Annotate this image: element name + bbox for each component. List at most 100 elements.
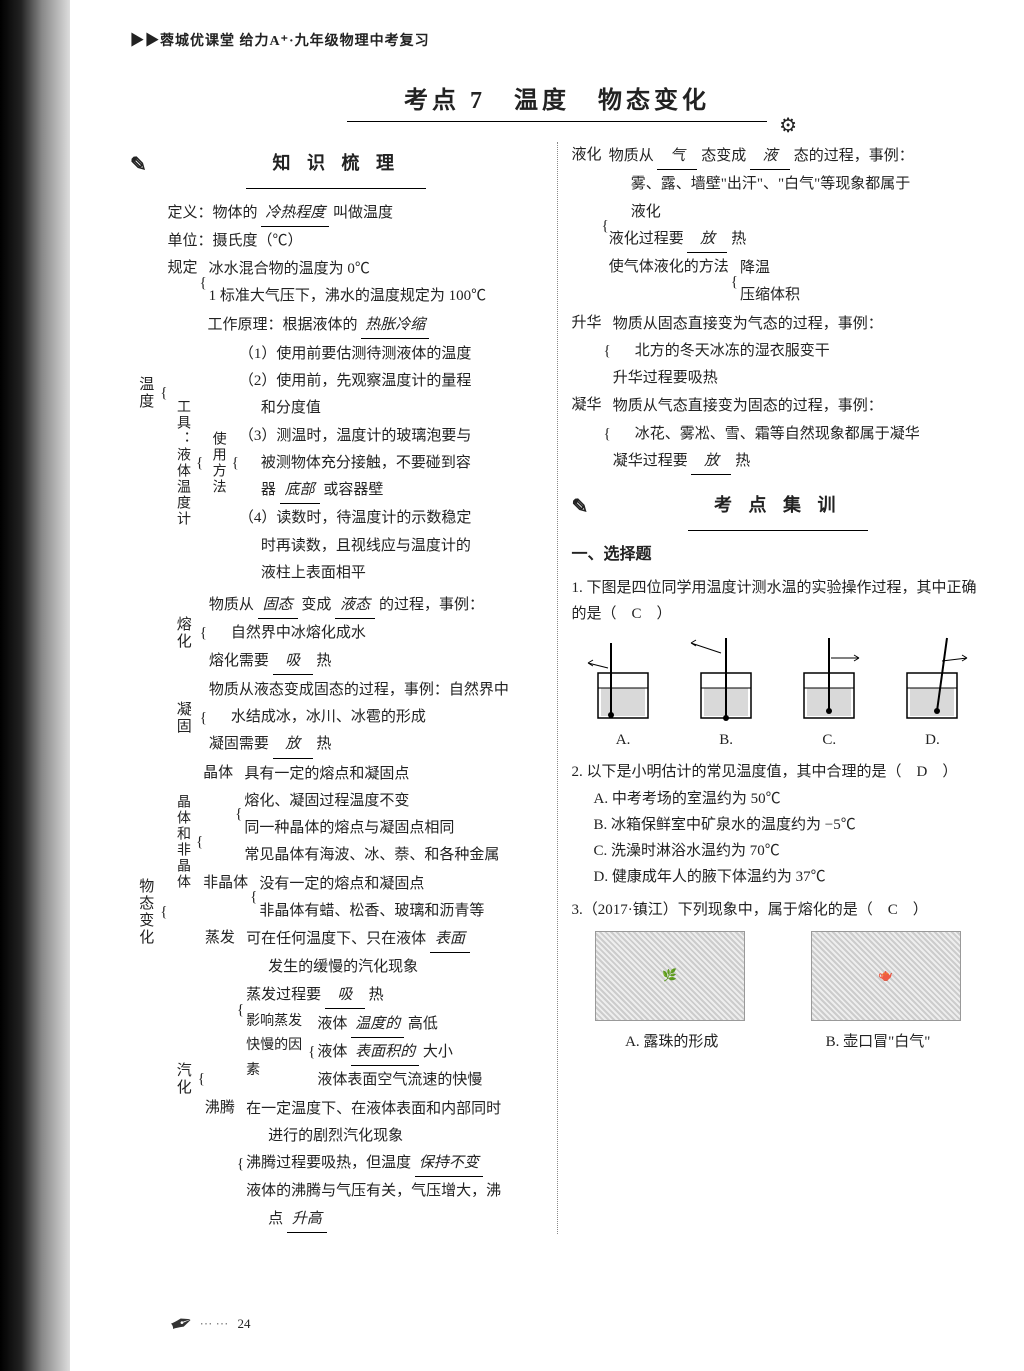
tool-label: 工具：液体温度计 xyxy=(167,340,196,587)
blank-u3c: 底部 xyxy=(280,477,320,504)
lq-l3: 液化 xyxy=(609,199,984,225)
freeze-l3: 凝固需要 放 热 xyxy=(209,731,543,758)
melt-l3: 熔化需要 吸 热 xyxy=(209,648,543,675)
q1-fig-a: A. xyxy=(583,633,663,753)
question-1: 1. 下图是四位同学用温度计测水温的实验操作过程，其中正确的是（ C ） A. xyxy=(572,575,985,754)
c2: 熔化、凝固过程温度不变 xyxy=(244,788,542,814)
c3: 同一种晶体的熔点与凝固点相同 xyxy=(244,815,542,841)
q1-fig-b: B. xyxy=(686,633,766,753)
lq-l2: 雾、露、墙壁"出汗"、"白气"等现象都属于 xyxy=(609,171,984,197)
ev-l1: 可在任何温度下、只在液体 表面 xyxy=(246,926,542,953)
melt-l2: 自然界中冰熔化成水 xyxy=(209,620,543,646)
topic-title: 考点 7 温度 物态变化 xyxy=(130,80,984,115)
bubble-icon: ⚙ xyxy=(779,113,797,138)
right-column: 液化 { 物质从 气 态变成 液 态的过程，事例： 雾、露、墙壁"出汗"、"白气… xyxy=(572,142,985,1234)
ev-l3: 蒸发过程要 吸 热 xyxy=(246,982,542,1009)
c1: 具有一定的熔点和凝固点 xyxy=(244,761,542,787)
q2-b: B. 冰箱保鲜室中矿泉水的温度约为 −5℃ xyxy=(572,812,985,838)
lq-l1: 物质从 气 态变成 液 态的过程，事例： xyxy=(609,143,984,170)
q3-stem: 3.（2017·镇江）下列现象中，属于熔化的是（ C ） xyxy=(572,897,985,923)
left-column: ✎ 知 识 梳 理 温度 { 定义：物体的 冷热程度 叫做温度 单位：摄氏度（℃… xyxy=(130,142,543,1234)
bo-l2: 进行的剧烈汽化现象 xyxy=(246,1123,542,1149)
lq-l5: 使气体液化的方法 xyxy=(609,254,729,310)
dp-l3: 凝华过程要 放 热 xyxy=(613,448,984,475)
label-crystal: 晶体 xyxy=(203,760,233,870)
deposition-tree: 凝华 { 物质从气态直接变为固态的过程，事例： 冰花、雾凇、雪、霜等自然现象都属… xyxy=(572,392,985,476)
two-column-layout: ✎ 知 识 梳 理 温度 { 定义：物体的 冷热程度 叫做温度 单位：摄氏度（℃… xyxy=(130,142,984,1234)
brace-icon: { xyxy=(160,199,167,588)
ev-l2: 发生的缓慢的汽化现象 xyxy=(246,954,542,980)
q3-img-b: 🫖 xyxy=(811,931,961,1021)
page-footer: ✒ ⋯⋯ 24 xyxy=(170,1307,250,1341)
u4b: 时再读数，且视线应与温度计的 xyxy=(239,533,543,559)
label-liq: 液化 xyxy=(572,142,602,310)
dp-l2: 冰花、雾凇、雪、霜等自然现象都属于凝华 xyxy=(613,421,984,447)
ev-factors-label: 影响蒸发快慢的因素 xyxy=(246,1010,306,1095)
u3b: 被测物体充分接触，不要碰到容 xyxy=(239,450,543,476)
question-3: 3.（2017·镇江）下列现象中，属于熔化的是（ C ） 🌿 🫖 A. 露珠的形… xyxy=(572,897,985,1056)
freeze-l1: 物质从液态变成固态的过程，事例：自然界中 xyxy=(209,677,543,703)
q2-c: C. 洗澡时淋浴水温约为 70℃ xyxy=(572,838,985,864)
label-vapor: 汽化 xyxy=(167,925,197,1234)
unit-line: 单位：摄氏度（℃） xyxy=(167,228,542,254)
label-freeze: 凝固 xyxy=(167,676,197,760)
feather-icon: ✒ xyxy=(165,1304,199,1344)
knowledge-header: ✎ 知 识 梳 理 xyxy=(130,148,543,180)
running-head: ▶▶蓉城优课堂 给力A⁺·九年级物理中考复习 xyxy=(130,30,984,50)
evf2: 液体 表面积的 大小 xyxy=(317,1039,542,1066)
q2-d: D. 健康成年人的腋下体温约为 37℃ xyxy=(572,864,985,890)
def-line: 定义：物体的 冷热程度 叫做温度 xyxy=(167,200,542,227)
decor-icon-2: ✎ xyxy=(572,490,595,525)
label-state-change: 物态变化 xyxy=(130,591,160,1234)
q1-stem: 1. 下图是四位同学用温度计测水温的实验操作过程，其中正确的是（ C ） xyxy=(572,575,985,628)
melt-l1: 物质从 固态 变成 液态 的过程，事例： xyxy=(209,592,543,619)
u3a: （3）测温时，温度计的玻璃泡要与 xyxy=(239,423,543,449)
header-underline xyxy=(246,188,426,189)
freeze-l2: 水结成冰，冰川、冰雹的形成 xyxy=(209,704,543,730)
nc1: 没有一定的熔点和凝固点 xyxy=(259,871,542,897)
exercise-header: ✎ 考 点 集 训 xyxy=(572,490,985,522)
lq-m2: 压缩体积 xyxy=(740,282,984,308)
label-crystal-root: 晶体和非晶体 xyxy=(167,760,196,926)
bo-l1: 在一定温度下、在液体表面和内部同时 xyxy=(246,1096,542,1122)
c4: 常见晶体有海波、冰、萘、和各种金属 xyxy=(244,842,542,868)
blank-def: 冷热程度 xyxy=(261,200,329,227)
q1-opt-b: B. xyxy=(686,727,766,753)
knowledge-header-text: 知 识 梳 理 xyxy=(273,153,401,173)
footer-dots: ⋯⋯ xyxy=(199,1316,231,1332)
part-label: 一、选择题 xyxy=(572,541,985,569)
label-melt: 熔化 xyxy=(167,591,197,676)
bo-l5: 点 升高 xyxy=(246,1206,542,1233)
u4c: 液柱上表面相平 xyxy=(239,560,543,586)
title-underline: ⚙ xyxy=(347,121,767,122)
lq-l4: 液化过程要 放 热 xyxy=(609,226,984,253)
q2-stem: 2. 以下是小明估计的常见温度值，其中合理的是（ D ） xyxy=(572,759,985,785)
u1: （1）使用前要估测待测液体的温度 xyxy=(239,341,543,367)
page-number: 24 xyxy=(237,1316,250,1332)
exercise-header-text: 考 点 集 训 xyxy=(714,495,842,515)
book-spine xyxy=(0,0,70,1371)
label-sub: 升华 xyxy=(572,310,602,393)
q1-opt-c: C. xyxy=(789,727,869,753)
sublimation-tree: 升华 { 物质从固态直接变为气态的过程，事例： 北方的冬天冰冻的湿衣服变干 升华… xyxy=(572,310,985,393)
liquefaction-tree: 液化 { 物质从 气 态变成 液 态的过程，事例： 雾、露、墙壁"出汗"、"白气… xyxy=(572,142,985,310)
state-change-tree: 物态变化 { 熔化 { 物质从 固态 变成 液态 的过程，事例： xyxy=(130,591,543,1234)
column-divider xyxy=(557,142,558,1234)
label-dep: 凝华 xyxy=(572,392,602,476)
q1-opt-d: D. xyxy=(892,727,972,753)
bo-l4: 液体的沸腾与气压有关，气压增大，沸 xyxy=(246,1178,542,1204)
q1-fig-d: D. xyxy=(892,633,972,753)
sb-l3: 升华过程要吸热 xyxy=(613,365,984,391)
nc2: 非晶体有蜡、松香、玻璃和沥青等 xyxy=(259,898,542,924)
usage-label: 使用方法 xyxy=(203,340,232,587)
decor-icon: ✎ xyxy=(130,148,153,183)
question-2: 2. 以下是小明估计的常见温度值，其中合理的是（ D ） A. 中考考场的室温约… xyxy=(572,759,985,890)
rule2: 1 标准大气压下，沸水的温度规定为 100℃ xyxy=(209,283,543,309)
u2b: 和分度值 xyxy=(239,395,543,421)
bo-l3: 沸腾过程要吸热，但温度 保持不变 xyxy=(246,1150,542,1177)
u2a: （2）使用前，先观察温度计的量程 xyxy=(239,368,543,394)
page-content: ▶▶蓉城优课堂 给力A⁺·九年级物理中考复习 考点 7 温度 物态变化 ⚙ ✎ … xyxy=(70,0,1024,1371)
temperature-tree: 温度 { 定义：物体的 冷热程度 叫做温度 单位：摄氏度（℃） 规定 { 冰水混… xyxy=(130,199,543,588)
u3c: 器 底部 或容器壁 xyxy=(239,477,543,504)
rule1: 冰水混合物的温度为 0℃ xyxy=(209,256,543,282)
